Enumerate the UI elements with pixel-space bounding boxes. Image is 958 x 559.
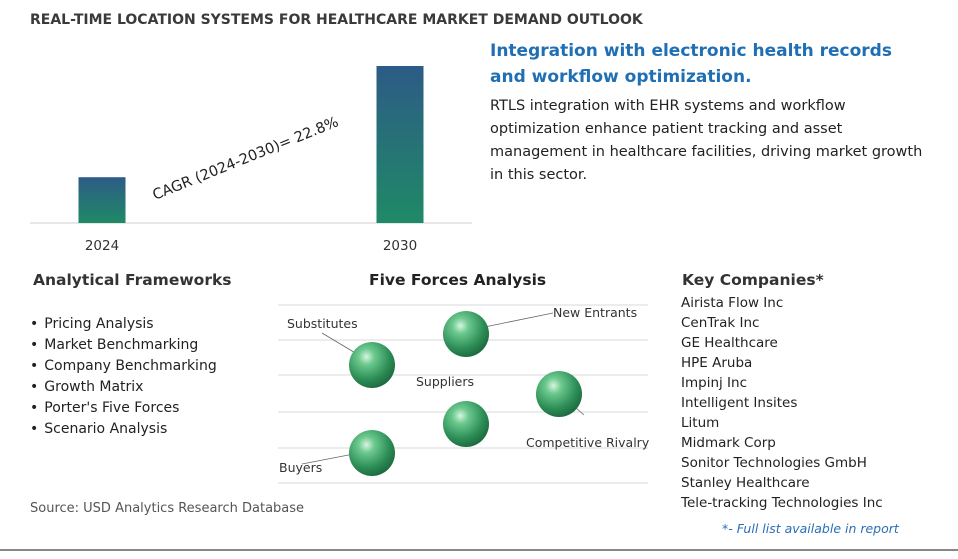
full-list-note: *- Full list available in report: [722, 521, 899, 536]
market-bar-chart: 2024 2030 CAGR (2024-2030)= 22.8%: [30, 66, 472, 254]
key-companies-list: Airista Flow Inc CenTrak Inc GE Healthca…: [681, 293, 883, 513]
label-suppliers: Suppliers: [416, 374, 474, 389]
list-item: Market Benchmarking: [30, 335, 217, 356]
sphere-substitutes: [349, 342, 395, 388]
list-item: Airista Flow Inc: [681, 295, 784, 311]
sphere-new-entrants: [443, 311, 489, 357]
analytical-frameworks-title: Analytical Frameworks: [33, 271, 232, 289]
list-item: Porter's Five Forces: [30, 398, 217, 419]
list-item: Intelligent Insites: [681, 395, 798, 411]
headline: Integration with electronic health recor…: [490, 41, 892, 87]
x-tick-label: 2030: [383, 238, 417, 254]
bottom-divider: [0, 549, 958, 551]
list-item: Litum: [681, 415, 720, 431]
list-item: HPE Aruba: [681, 355, 753, 371]
list-item: Growth Matrix: [30, 377, 217, 398]
list-item: Company Benchmarking: [30, 356, 216, 377]
list-item: Impinj Inc: [681, 375, 748, 391]
grid-lines: [278, 304, 648, 484]
list-item: Scenario Analysis: [30, 419, 217, 440]
list-item: Pricing Analysis: [30, 314, 217, 335]
label-substitutes: Substitutes: [287, 316, 358, 331]
sphere-suppliers: [443, 401, 489, 447]
label-buyers: Buyers: [279, 460, 322, 475]
x-tick-label: 2024: [85, 238, 119, 254]
list-item: CenTrak Inc: [681, 315, 760, 331]
leader-lines: [301, 312, 585, 465]
list-item: Tele-tracking Technologies Inc: [681, 495, 883, 511]
list-item: GE Healthcare: [681, 335, 778, 351]
list-item: Stanley Healthcare: [681, 475, 810, 491]
five-forces-title: Five Forces Analysis: [369, 271, 547, 289]
source-note: Source: USD Analytics Research Database: [30, 501, 305, 516]
bar-2024: [78, 177, 126, 223]
sphere-competitive-rivalry: [536, 371, 582, 417]
sphere-buyers: [349, 430, 395, 476]
list-item: Midmark Corp: [681, 435, 776, 451]
bar-2030: [376, 66, 424, 223]
analytical-frameworks-list: Pricing Analysis Market Benchmarking Com…: [30, 314, 217, 440]
page-title: REAL-TIME LOCATION SYSTEMS FOR HEALTHCAR…: [30, 12, 643, 28]
key-companies-title: Key Companies*: [682, 271, 824, 289]
label-new-entrants: New Entrants: [553, 305, 637, 320]
cagr-annotation: CAGR (2024-2030)= 22.8%: [151, 114, 341, 203]
list-item: Sonitor Technologies GmbH: [681, 455, 867, 471]
description: RTLS integration with EHR systems and wo…: [490, 98, 923, 183]
label-competitive-rivalry: Competitive Rivalry: [526, 435, 650, 450]
